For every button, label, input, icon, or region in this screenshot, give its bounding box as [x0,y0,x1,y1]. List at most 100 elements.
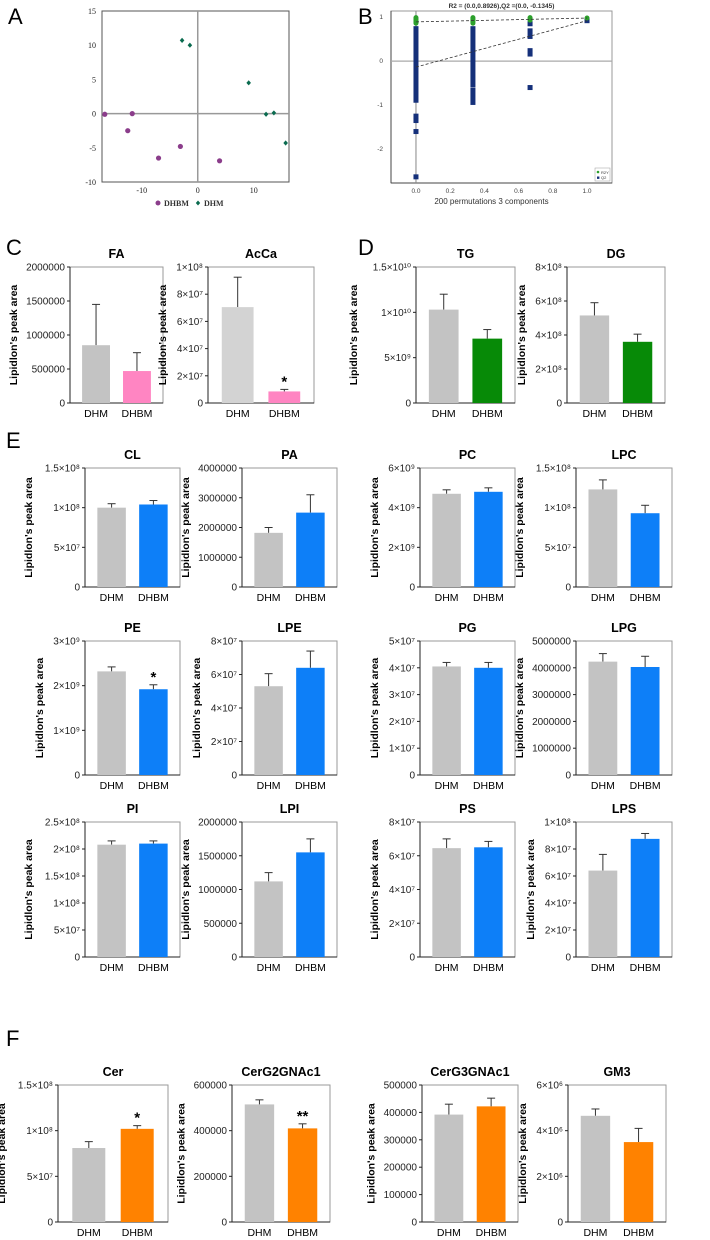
r2y-range [527,15,533,23]
x-tick-label: DHM [77,1227,101,1239]
x-tick-label: 0.4 [480,188,489,195]
y-tick-label: 1500000 [26,297,65,308]
y-tick-label: 4×10⁸ [535,331,562,342]
y-axis-label: Lipidlon's peak area [180,839,192,940]
chart-pg: 0 1×10⁷ 2×10⁷ 3×10⁷ 4×10⁷ 5×10⁷ Lipidlon's pea… [369,621,516,792]
y-tick-label: 2000000 [26,263,65,274]
y-tick-label: 1.5×10¹⁰ [373,263,411,274]
y-tick-label: 0 [565,583,571,594]
y-axis-label: Lipidlon's peak area [525,839,537,940]
significance-marker: * [150,669,156,686]
bar-dhbm [139,504,168,587]
bar-dhm [97,671,126,775]
chart-title: GM3 [603,1065,630,1079]
y-tick-label: 3000000 [198,493,237,504]
x-tick-label: DHM [432,408,456,420]
chart-lps: 0 2×10⁷ 4×10⁷ 6×10⁷ 8×10⁷ 1×10⁸ Lipidlon's pea… [525,802,673,974]
x-tick-label: DHM [591,780,615,792]
bar-dhbm [474,847,503,957]
chart-title: DG [607,247,626,261]
point-dhm [187,42,193,48]
chart-tg: 0 5×10⁹ 1×10¹⁰ 1.5×10¹⁰ Lipidlon's peak area… [348,247,516,420]
y-tick-label: 1000000 [26,331,65,342]
x-tick-label: DHBM [138,592,169,604]
bar-dhm [254,881,283,957]
y-tick-label: 500000 [204,919,238,930]
y-tick-label: 2000000 [532,717,571,728]
y-tick-label: 0 [74,953,80,964]
point-dhm [283,140,288,146]
bar-dhm [221,307,254,403]
x-tick-label: DHBM [476,1227,507,1239]
bar-dhbm [474,667,503,775]
bar-dhbm [630,513,660,587]
x-tick-label: 10 [250,186,258,195]
y-tick-label: -10 [85,178,96,187]
x-tick-label: 0.2 [446,188,455,195]
legend-label: DHBM [164,199,189,208]
y-tick-label: 0 [92,110,96,119]
legend-marker-q2 [597,176,600,179]
bar-dhbm [120,1128,154,1222]
x-tick-label: DHBM [122,1227,153,1239]
y-tick-label: 6×10⁸ [535,297,562,308]
x-tick-label: DHM [257,592,281,604]
chart-title: CerG2GNAc1 [241,1065,320,1079]
legend-marker-r2y [596,170,600,174]
y-axis-label: Lipidlon's peak area [516,285,528,386]
y-tick-label: 0 [231,953,237,964]
x-tick-label: DHBM [121,408,152,420]
panel-label-f: F [6,1026,19,1051]
y-tick-label: 8×10⁸ [535,263,562,274]
chart-a: -10 0 10 -10 -5 0 5 10 15 DHBM DHM [85,7,290,208]
y-tick-label: 2000000 [198,818,237,829]
y-tick-label: 1000000 [532,744,571,755]
chart-title: Cer [103,1065,124,1079]
y-tick-label: 2×10⁷ [389,717,416,728]
y-tick-label: 5×10⁷ [54,926,81,937]
bar-dhm [588,489,618,587]
y-axis-label: Lipidlon's peak area [34,658,46,759]
y-tick-label: -2 [377,146,383,153]
y-tick-label: 1.5×10⁸ [45,464,80,475]
chart-title: AcCa [245,247,278,261]
legend-label: Q2 [601,175,607,180]
x-tick-label: DHBM [623,1227,654,1239]
x-tick-label: 1.0 [583,188,592,195]
x-tick-label: DHBM [630,780,661,792]
significance-marker: * [281,373,287,390]
x-tick-label: DHM [257,962,281,974]
q2-point [413,174,419,180]
y-tick-label: 4×10⁷ [211,704,238,715]
y-tick-label: 1×10⁹ [53,726,80,737]
y-tick-label: 5×10⁷ [27,1172,54,1183]
bar-dhm [588,661,618,775]
chart-fa: 0 500000 1000000 1500000 2000000 Lipidlon's p… [8,247,164,420]
q2-range [470,87,476,105]
chart-pe: 0 1×10⁹ 2×10⁹ 3×10⁹ Lipidlon's peak area PE DH… [34,621,181,792]
q2-point [527,21,533,27]
x-tick-label: DHM [583,1227,607,1239]
y-tick-label: 3000000 [532,690,571,701]
bar-dhm [82,345,110,403]
y-tick-label: 1.5×10⁸ [18,1081,53,1092]
y-axis-label: Lipidlon's peak area [514,477,526,578]
y-tick-label: 600000 [194,1081,228,1092]
y-tick-label: 5×10⁷ [389,637,416,648]
y-tick-label: 1500000 [198,851,237,862]
bar-dhm [434,1114,464,1222]
y-tick-label: 8×10⁷ [389,818,416,829]
bar-dhbm [123,371,151,403]
bar-dhm [97,844,126,957]
y-axis-label: Lipidlon's peak area [191,658,203,759]
y-tick-label: 1×10⁸ [26,1126,53,1137]
y-tick-label: 2×10⁹ [388,543,415,554]
x-tick-label: DHBM [295,780,326,792]
y-tick-label: 4000000 [198,464,237,475]
point-dhbm [216,158,223,164]
point-dhbm [155,155,162,161]
y-tick-label: 500000 [384,1081,418,1092]
y-tick-label: 0 [565,771,571,782]
y-tick-label: 200000 [194,1172,228,1183]
x-tick-label: DHM [435,780,459,792]
